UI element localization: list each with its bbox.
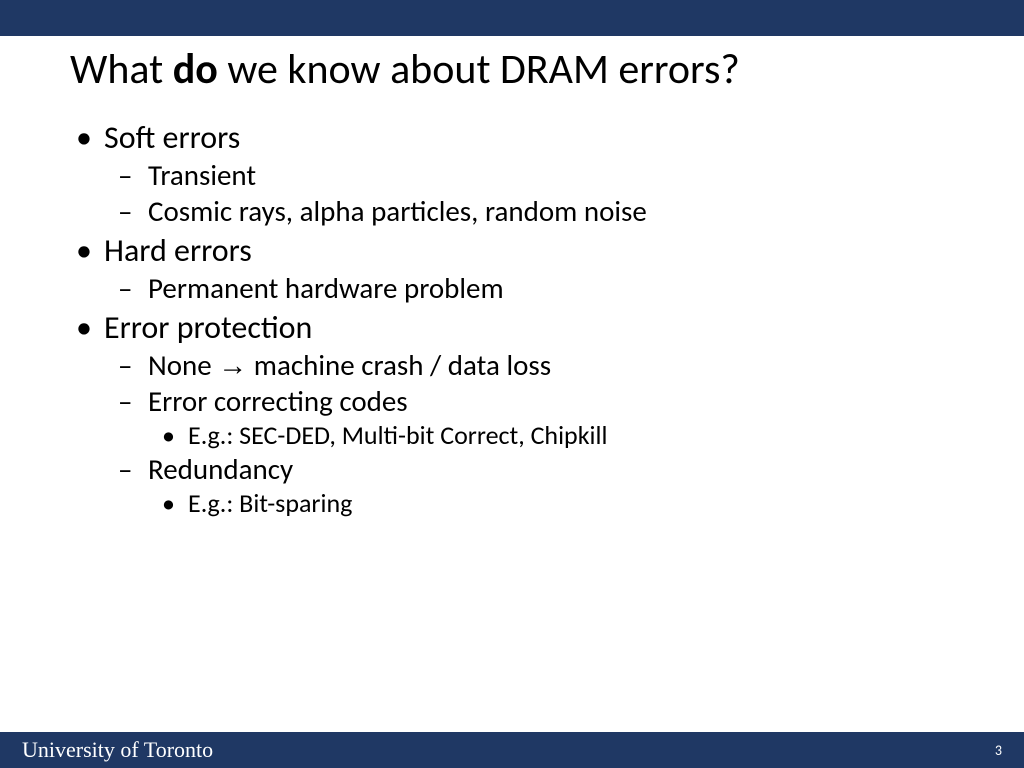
bullet-text: Error correcting codes	[148, 383, 408, 419]
sub-list: Permanent hardware problem	[104, 270, 984, 306]
footer-bar: University of Toronto 3	[0, 732, 1024, 768]
bullet-cosmic-rays: Cosmic rays, alpha particles, random noi…	[104, 193, 984, 229]
slide-title: What do we know about DRAM errors?	[70, 46, 964, 94]
bullet-text: Redundancy	[148, 451, 293, 487]
bullet-text: E.g.: Bit-sparing	[188, 487, 352, 519]
slide: What do we know about DRAM errors? Soft …	[0, 0, 1024, 768]
bullet-redundancy: Redundancy E.g.: Bit-sparing	[104, 451, 984, 519]
top-accent-bar	[0, 0, 1024, 36]
sub-sub-list: E.g.: SEC-DED, Multi-bit Correct, Chipki…	[148, 419, 984, 451]
bullet-hard-errors: Hard errors Permanent hardware problem	[60, 231, 984, 306]
title-post: we know about DRAM errors?	[218, 44, 740, 95]
bullet-ecc-examples: E.g.: SEC-DED, Multi-bit Correct, Chipki…	[148, 419, 984, 451]
bullet-transient: Transient	[104, 157, 984, 193]
title-area: What do we know about DRAM errors?	[0, 36, 1024, 104]
bullet-error-protection: Error protection None → machine crash / …	[60, 308, 984, 519]
bullet-text: Transient	[148, 157, 256, 193]
bullet-text: Error protection	[104, 308, 312, 347]
bullet-none-crash: None → machine crash / data loss	[104, 347, 984, 383]
page-number: 3	[995, 742, 1002, 759]
sub-list: Transient Cosmic rays, alpha particles, …	[104, 157, 984, 229]
affiliation-text: University of Toronto	[22, 737, 213, 763]
bullet-text: E.g.: SEC-DED, Multi-bit Correct, Chipki…	[188, 419, 607, 451]
title-bold: do	[173, 44, 218, 95]
slide-body: Soft errors Transient Cosmic rays, alpha…	[0, 104, 1024, 732]
bullet-text: Permanent hardware problem	[148, 270, 504, 306]
bullet-text: Soft errors	[104, 118, 240, 157]
bullet-text-pre: None	[148, 347, 218, 383]
bullet-soft-errors: Soft errors Transient Cosmic rays, alpha…	[60, 118, 984, 229]
bullet-ecc: Error correcting codes E.g.: SEC-DED, Mu…	[104, 383, 984, 451]
bullet-text: Hard errors	[104, 231, 252, 270]
sub-list: None → machine crash / data loss Error c…	[104, 347, 984, 519]
bullet-text-post: machine crash / data loss	[247, 347, 551, 383]
bullet-text: Cosmic rays, alpha particles, random noi…	[148, 193, 647, 229]
arrow-icon: →	[218, 350, 247, 382]
sub-sub-list: E.g.: Bit-sparing	[148, 487, 984, 519]
bullet-bit-sparing: E.g.: Bit-sparing	[148, 487, 984, 519]
bullet-permanent: Permanent hardware problem	[104, 270, 984, 306]
bullet-list: Soft errors Transient Cosmic rays, alpha…	[60, 118, 984, 519]
title-pre: What	[70, 44, 173, 95]
